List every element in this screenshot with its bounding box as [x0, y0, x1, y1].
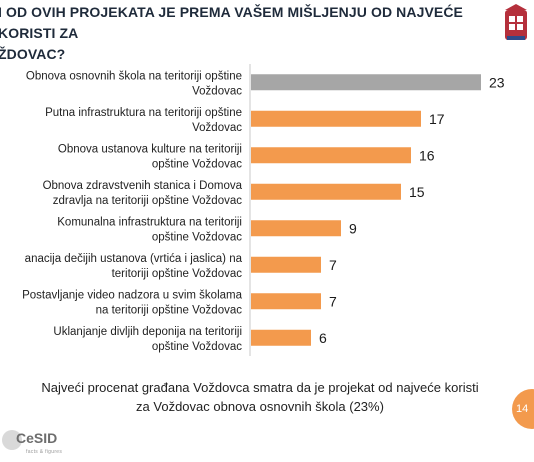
bar [251, 74, 481, 91]
bar [251, 110, 421, 127]
coat-of-arms-icon [505, 4, 527, 40]
bar-chart: Obnova osnovnih škola na teritoriji opšt… [22, 64, 505, 356]
page-title: I OD OVIH PROJEKATA JE PREMA VAŠEM MIŠLJ… [0, 2, 488, 65]
value-label: 7 [329, 257, 337, 273]
logo-mark-icon [2, 430, 22, 450]
bar [251, 147, 411, 164]
value-label: 15 [409, 184, 425, 200]
bar [251, 329, 311, 346]
value-label: 7 [329, 293, 337, 309]
category-label: Obnova osnovnih škola na teritoriji opšt… [26, 70, 242, 97]
footer-line-2: za Voždovac obnova osnovnih škola (23%) [136, 399, 384, 414]
category-label: anacija dečijih ustanova (vrtića i jasli… [25, 253, 243, 280]
category-label: Putna infrastruktura na teritoriji opšti… [45, 107, 242, 134]
logo-subtitle: facts & figures [26, 449, 63, 455]
value-label: 17 [429, 111, 445, 127]
cesid-logo: CeSID facts & figures [2, 428, 112, 460]
category-label: Obnova zdravstvenih stanica i Domova zdra… [43, 180, 243, 207]
category-label: Obnova ustanova kulture na teritoriji opš… [58, 143, 242, 170]
category-label: Komunalna infrastruktura na teritoriji op… [57, 216, 242, 243]
value-label: 6 [319, 330, 327, 346]
value-label: 16 [419, 147, 435, 163]
bar [251, 293, 321, 310]
value-label: 23 [489, 74, 505, 90]
logo-text: CeSID [16, 430, 58, 446]
bar [251, 183, 401, 200]
category-label: Uklanjanje divljih deponija na teritorij… [53, 326, 242, 353]
value-label: 9 [349, 220, 357, 236]
footer-line-1: Najveći procenat građana Voždovca smatra… [41, 380, 479, 395]
bar [251, 256, 321, 273]
title-line-1: I OD OVIH PROJEKATA JE PREMA VAŠEM MIŠLJ… [0, 4, 463, 41]
page-number-badge: 14 [512, 389, 534, 429]
bar [251, 220, 341, 237]
title-line-2: ŽDOVAC? [0, 46, 66, 62]
footer-summary: Najveći procenat građana Voždovca smatra… [0, 378, 520, 416]
category-label: Postavljanje video nadzora u svim školam… [22, 289, 242, 316]
